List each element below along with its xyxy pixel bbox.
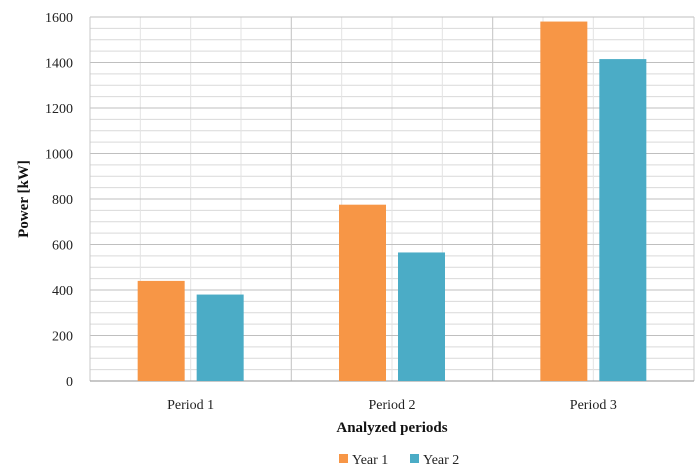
legend: Year 1 Year 2 bbox=[339, 453, 459, 468]
y-tick-label: 1200 bbox=[45, 102, 73, 117]
y-tick-label: 1000 bbox=[45, 148, 73, 163]
y-tick-labels: 0 200 400 600 800 1000 1200 1400 1600 bbox=[45, 11, 73, 390]
y-tick-label: 600 bbox=[52, 239, 73, 254]
bar-year-1-period-2 bbox=[339, 204, 386, 381]
legend-label: Year 1 bbox=[352, 453, 388, 468]
bar-year-2-period-1 bbox=[196, 294, 244, 381]
bar-layer bbox=[137, 21, 647, 382]
x-tick-labels: Period 1 Period 2 Period 3 bbox=[167, 398, 617, 413]
bar-year-1-period-1 bbox=[137, 280, 185, 381]
y-tick-label: 400 bbox=[52, 284, 73, 299]
legend-swatch bbox=[410, 454, 419, 463]
y-tick-label: 1600 bbox=[45, 11, 73, 26]
x-tick-label: Period 1 bbox=[167, 398, 214, 413]
bar-year-2-period-2 bbox=[398, 252, 445, 381]
y-tick-label: 1400 bbox=[45, 57, 73, 72]
y-tick-label: 200 bbox=[52, 330, 73, 345]
x-axis-title: Analyzed periods bbox=[336, 420, 447, 436]
y-tick-label: 800 bbox=[52, 193, 73, 208]
y-axis-title: Power [kW] bbox=[16, 160, 32, 238]
bar-year-2-period-3 bbox=[599, 59, 647, 382]
x-tick-label: Period 3 bbox=[570, 398, 617, 413]
legend-label: Year 2 bbox=[423, 453, 459, 468]
x-tick-label: Period 2 bbox=[368, 398, 415, 413]
legend-swatch bbox=[339, 454, 348, 463]
y-tick-label: 0 bbox=[66, 375, 73, 390]
bar-year-1-period-3 bbox=[540, 21, 588, 382]
